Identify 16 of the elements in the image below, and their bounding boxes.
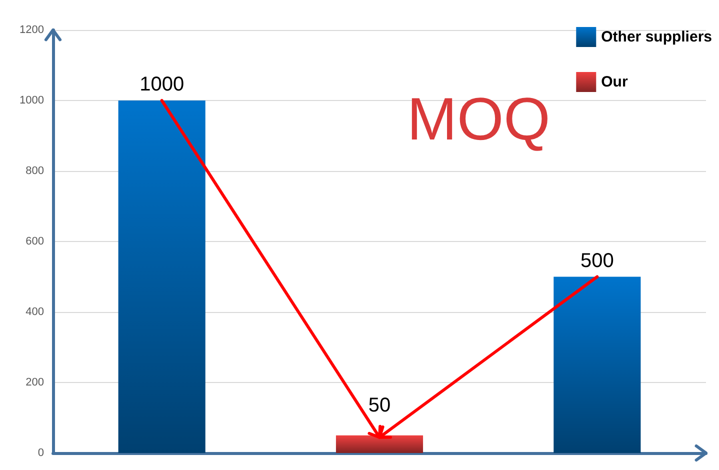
y-tick-label: 200 — [26, 376, 44, 388]
legend-label: Other suppliers — [601, 28, 712, 46]
data-label: 50 — [368, 394, 391, 416]
y-tick-label: 600 — [26, 236, 44, 248]
y-tick-label: 0 — [38, 447, 44, 459]
bar — [554, 276, 641, 453]
bar — [118, 100, 206, 453]
legend-label: Our — [601, 74, 628, 90]
y-tick-label: 800 — [26, 165, 44, 177]
data-label: 1000 — [140, 74, 184, 96]
data-label: 500 — [580, 250, 614, 272]
y-tick-label: 1000 — [20, 94, 44, 106]
bar — [336, 435, 424, 453]
y-tick-label: 1200 — [20, 24, 44, 36]
y-tick-label: 400 — [26, 306, 44, 318]
text: MOQ — [407, 86, 550, 152]
